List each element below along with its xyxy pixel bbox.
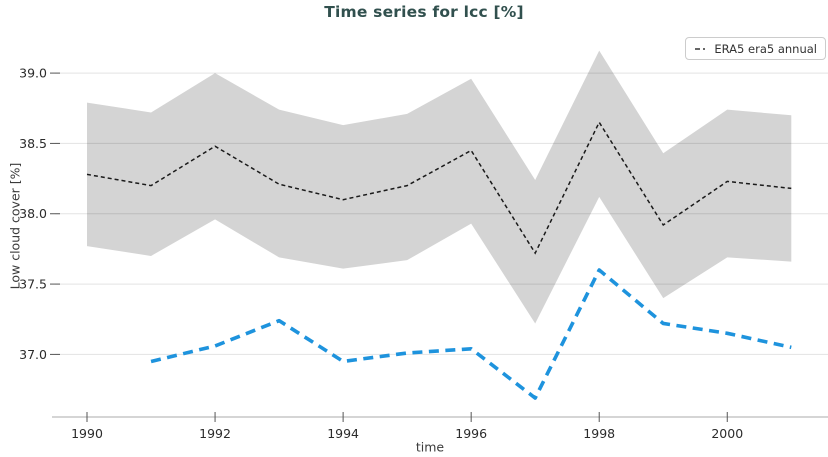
legend[interactable]: ERA5 era5 annual	[685, 37, 826, 60]
y-tick-label: 37.0	[19, 347, 47, 362]
era5-mean-line	[86, 120, 792, 255]
era5-annual-line	[150, 268, 792, 400]
x-tick-label: 1998	[583, 426, 615, 441]
x-tick-label: 1992	[199, 426, 231, 441]
chart-title: Time series for lcc [%]	[324, 3, 524, 21]
legend-entry-label: ERA5 era5 annual	[714, 41, 817, 56]
y-tick-label: 37.5	[19, 277, 47, 292]
y-tick-label: 39.0	[19, 66, 47, 81]
y-tick-label: 38.0	[19, 206, 47, 221]
legend-dash-sample-icon	[695, 47, 706, 50]
x-tick-label: 1990	[71, 426, 103, 441]
y-axis-label: Low cloud cover [%]	[7, 162, 23, 290]
uncertainty-band	[87, 50, 792, 324]
x-tick-label: 2000	[711, 426, 743, 441]
x-tick-label: 1994	[327, 426, 359, 441]
x-axis-label: time	[415, 439, 445, 455]
y-tick-label: 38.5	[19, 136, 47, 151]
x-tick-label: 1996	[455, 426, 487, 441]
